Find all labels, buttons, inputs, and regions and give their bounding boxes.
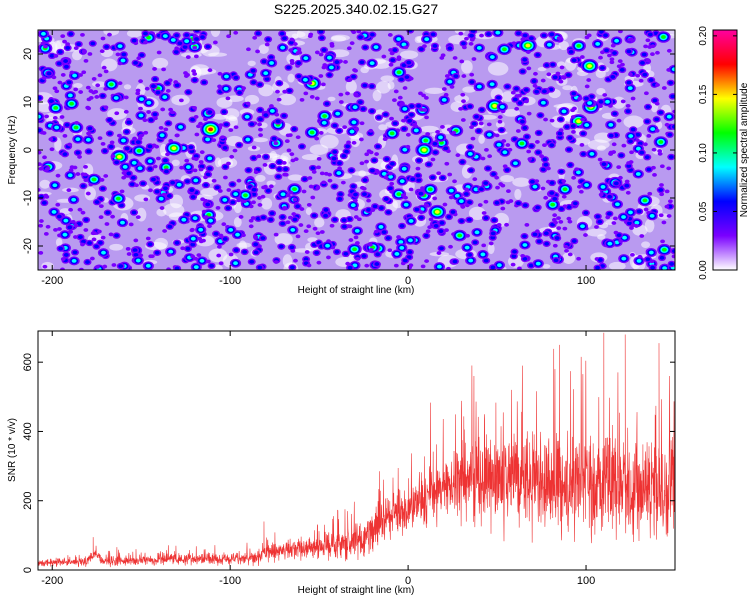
colorbar-gradient — [713, 30, 737, 270]
chart-title: S225.2025.340.02.15.G27 — [274, 1, 438, 17]
colorbar-tick-label: 0.10 — [698, 143, 709, 163]
colorbar-tick-label: 0.15 — [698, 84, 709, 104]
colorbar-tick-label: 0.00 — [698, 260, 709, 280]
snr-x-tick-label: -100 — [219, 575, 241, 587]
snr-x-tick-label: -200 — [41, 575, 63, 587]
snr-y-tick-label: 600 — [22, 353, 34, 371]
snr-series-line — [38, 332, 675, 568]
colorbar-frame — [712, 29, 738, 271]
snr-x-axis-label: Height of straight line (km) — [298, 585, 415, 596]
spectrogram-y-tick-label: 10 — [22, 96, 34, 108]
snr-y-tick-label: 200 — [22, 492, 34, 510]
spectrogram-y-tick-label: -10 — [22, 190, 34, 206]
snr-frame — [37, 330, 676, 571]
snr-x-tick-label: 0 — [405, 575, 411, 587]
snr-x-ticks: -200 -100 0 100 — [41, 331, 595, 587]
colorbar: 0.00 0.05 0.10 0.15 0.20 Normalized spectral… — [698, 26, 750, 280]
snr-y-axis-label: SNR (10 * v/v) — [7, 418, 18, 482]
spectrogram-y-tick-label: 0 — [22, 147, 34, 153]
snr-y-tick-label: 400 — [22, 422, 34, 440]
snr-y-tick-label: 0 — [22, 567, 34, 573]
spectrogram-y-tick-label: 20 — [22, 48, 34, 60]
colorbar-label: Normalized spectral amplitude — [739, 82, 750, 217]
spectrogram-spots — [38, 30, 675, 270]
spectrogram-x-tick-label: 100 — [577, 275, 595, 287]
colorbar-tick-label: 0.05 — [698, 201, 709, 221]
spectrogram-x-tick-label: 0 — [405, 275, 411, 287]
spectrogram-x-tick-label: -200 — [41, 275, 63, 287]
spectrogram-x-ticks: -200 -100 0 100 — [41, 30, 595, 287]
spectrogram-x-tick-label: -100 — [219, 275, 241, 287]
spectrogram-x-axis-label: Height of straight line (km) — [298, 285, 415, 296]
spectrogram-y-axis-label: Frequency (Hz) — [7, 116, 18, 185]
colorbar-ticks: 0.00 0.05 0.10 0.15 0.20 — [698, 26, 737, 280]
snr-panel: -200 -100 0 100 0 200 400 600 Height of straig… — [7, 330, 676, 596]
snr-y-ticks: 0 200 400 600 — [22, 353, 675, 573]
snr-x-tick-label: 100 — [577, 575, 595, 587]
spectrogram-y-ticks: 20 10 0 -10 -20 — [22, 48, 675, 254]
colorbar-tick-label: 0.20 — [698, 26, 709, 46]
spectrogram-y-tick-label: -20 — [22, 238, 34, 254]
